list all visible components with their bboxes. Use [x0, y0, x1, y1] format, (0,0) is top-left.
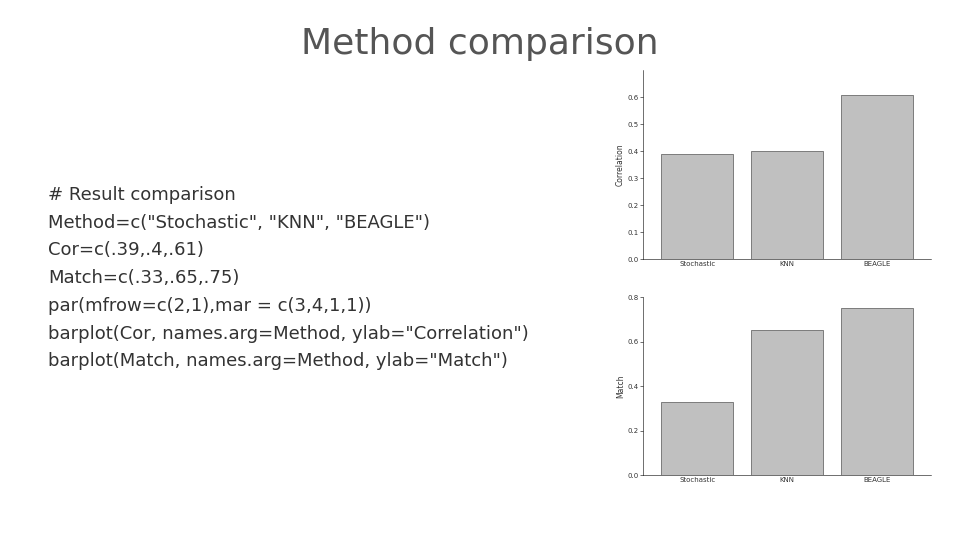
Bar: [661, 402, 733, 475]
Text: # Result comparison
Method=c("Stochastic", "KNN", "BEAGLE")
Cor=c(.39,.4,.61)
Ma: # Result comparison Method=c("Stochastic…: [48, 186, 529, 370]
Y-axis label: Match: Match: [616, 374, 625, 398]
Bar: [752, 330, 824, 475]
Bar: [841, 308, 913, 475]
Bar: [841, 94, 913, 259]
Text: Method comparison: Method comparison: [301, 27, 659, 61]
Bar: [661, 154, 733, 259]
Y-axis label: Correlation: Correlation: [616, 144, 625, 186]
Bar: [752, 151, 824, 259]
